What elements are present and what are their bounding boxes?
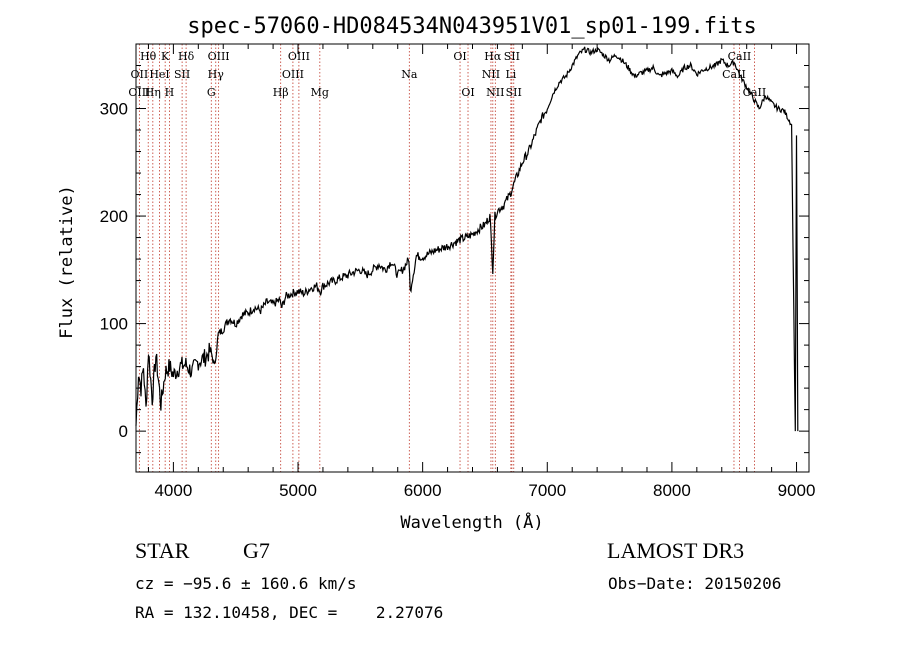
- y-tick-label: 0: [119, 422, 128, 441]
- observation-date: Obs−Date: 20150206: [608, 574, 782, 593]
- line-markers: [138, 44, 755, 472]
- x-axis-label: Wavelength (Å): [400, 511, 543, 533]
- line-label: G: [207, 86, 216, 99]
- line-label: Na: [401, 68, 418, 81]
- line-label: OI: [461, 86, 474, 99]
- x-tick-label: 9000: [778, 481, 816, 500]
- line-label: OIII: [282, 68, 304, 81]
- line-label: OII: [131, 68, 149, 81]
- spectral-subclass: G7: [243, 538, 270, 563]
- line-label: SII: [174, 68, 190, 81]
- line-label: OIII: [128, 86, 150, 99]
- line-label: NII: [482, 68, 500, 81]
- line-label: OI: [453, 50, 466, 63]
- line-label: CaII: [722, 68, 746, 81]
- line-label: Hθ: [140, 50, 157, 63]
- y-tick-label: 100: [100, 315, 128, 334]
- survey-name: LAMOST DR3: [607, 538, 745, 563]
- chart-title: spec-57060-HD084534N043951V01_sp01-199.f…: [187, 14, 757, 39]
- line-label: Hβ: [273, 86, 289, 99]
- line-label: Hη: [145, 86, 161, 99]
- x-tick-label: 6000: [404, 481, 442, 500]
- y-tick-label: 200: [100, 207, 128, 226]
- line-label: Hγ: [208, 68, 225, 81]
- x-tick-label: 4000: [154, 481, 192, 500]
- line-label: OIII: [288, 50, 310, 63]
- y-axis-label: Flux (relative): [57, 185, 77, 339]
- object-type: STAR: [135, 538, 190, 563]
- y-axis: 0 100 200 300: [100, 65, 809, 454]
- line-label: H: [165, 86, 175, 99]
- line-label: OIII: [208, 50, 230, 63]
- line-label: Hδ: [178, 50, 195, 63]
- spectrum-series-line: [135, 46, 799, 432]
- plot-frame: [135, 43, 810, 473]
- x-tick-label: 5000: [279, 481, 317, 500]
- x-tick-label: 7000: [528, 481, 566, 500]
- y-tick-label: 300: [100, 100, 128, 119]
- x-axis: 4000 5000 6000 7000 8000 9000: [147, 44, 816, 500]
- line-label: K: [161, 50, 170, 63]
- line-label: Hα: [484, 50, 502, 63]
- line-label: HeI: [149, 68, 169, 81]
- line-label: SII: [504, 50, 520, 63]
- line-label: SII: [506, 86, 522, 99]
- line-label: Li: [505, 68, 516, 81]
- line-label: Mg: [311, 86, 329, 99]
- x-tick-label: 8000: [653, 481, 691, 500]
- line-label: NII: [486, 86, 504, 99]
- line-label: CaII: [728, 50, 752, 63]
- coordinates: RA = 132.10458, DEC = 2.27076: [135, 603, 444, 622]
- redshift-velocity: cz = −95.6 ± 160.6 km/s: [135, 574, 357, 593]
